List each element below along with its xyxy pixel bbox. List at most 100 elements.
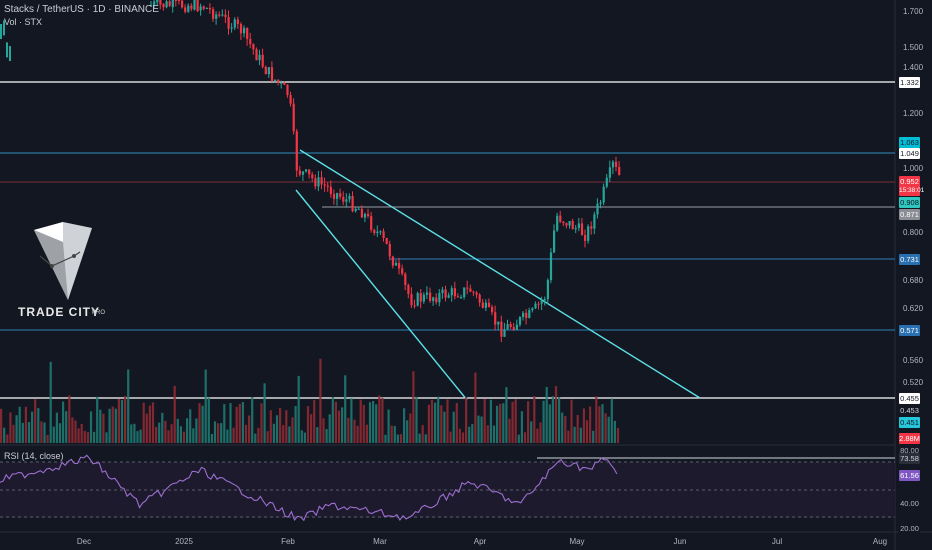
candle-body	[531, 308, 534, 311]
candle-body	[410, 293, 413, 306]
volume-bar	[331, 397, 334, 443]
candle-body	[308, 169, 311, 175]
volume-bar	[164, 420, 167, 443]
volume-bar	[607, 416, 610, 443]
price-badge: 0.871	[899, 209, 920, 220]
volume-bar	[601, 404, 604, 443]
candle-body	[215, 14, 218, 19]
upper-trendline	[299, 149, 701, 399]
candle-body	[522, 312, 525, 317]
volume-bar	[415, 396, 418, 443]
volume-bar	[446, 399, 449, 443]
volume-bar	[505, 387, 508, 443]
candle-body	[323, 184, 326, 186]
volume-bar	[461, 432, 465, 443]
candle-body	[168, 1, 171, 6]
volume-bar	[393, 426, 396, 443]
volume-bar	[548, 404, 551, 443]
volume-bar	[341, 407, 344, 443]
time-axis-label: Jul	[772, 537, 782, 546]
volume-bar	[353, 419, 356, 443]
volume-bar	[465, 397, 468, 443]
candle-body	[394, 262, 398, 266]
candle-body	[184, 7, 187, 12]
candle-body	[587, 226, 590, 241]
candle-body	[171, 0, 174, 8]
volume-bar	[403, 408, 406, 443]
candle-body	[481, 302, 484, 308]
candle-body	[159, 0, 162, 5]
candle-body	[444, 289, 447, 298]
volume-bar	[365, 424, 368, 443]
volume-bar	[6, 434, 9, 443]
price-badge: 1.063	[899, 137, 920, 148]
time-axis-label: Feb	[281, 537, 295, 546]
volume-bar	[241, 402, 244, 443]
volume-bar	[492, 425, 496, 443]
volume-bar	[15, 415, 18, 443]
volume-bar	[384, 434, 387, 443]
candle-body	[546, 280, 549, 300]
volume-bar	[496, 405, 499, 443]
volume-bar	[421, 425, 424, 443]
volume-bar	[117, 398, 120, 443]
volume-bar	[595, 396, 598, 443]
volume-bar	[313, 400, 316, 443]
volume-bar	[474, 372, 477, 443]
volume-bar	[161, 412, 164, 443]
volume-bar	[130, 424, 133, 443]
candle-body	[565, 223, 568, 226]
volume-bar	[217, 423, 220, 443]
candle-body	[494, 312, 497, 325]
volume-bar	[282, 425, 285, 443]
candle-body	[212, 9, 215, 19]
candle-body	[429, 292, 432, 301]
candle-body	[556, 215, 559, 231]
candle-body	[230, 27, 233, 29]
candle-body	[590, 226, 593, 229]
volume-bar	[471, 424, 474, 443]
volume-bar	[344, 375, 347, 443]
volume-bar	[347, 417, 350, 443]
volume-bar	[337, 410, 341, 443]
candle-body	[478, 294, 481, 303]
volume-bar	[269, 410, 272, 443]
volume-bar	[573, 426, 576, 443]
candle-body	[401, 268, 404, 274]
price-badge: 0.571	[899, 325, 920, 336]
volume-bar	[334, 401, 337, 443]
volume-bar	[31, 411, 34, 443]
candle-body	[518, 316, 522, 325]
volume-bar	[207, 397, 210, 443]
volume-bar	[399, 434, 403, 443]
volume-bar	[536, 428, 539, 443]
candle-body	[407, 285, 410, 294]
volume-bar	[220, 423, 223, 443]
volume-bar	[483, 398, 486, 443]
candle-body	[270, 67, 274, 82]
candle-body	[190, 5, 193, 9]
volume-bar	[62, 401, 65, 443]
candle-body	[571, 220, 574, 230]
volume-bar	[49, 361, 52, 443]
candle-body	[329, 186, 332, 194]
volume-bar	[210, 434, 213, 443]
candle-body	[9, 46, 11, 62]
time-axis-label: Jun	[674, 537, 687, 546]
volume-bar	[372, 400, 375, 443]
volume-bar	[514, 399, 517, 443]
volume-bar	[434, 402, 437, 443]
volume-bar	[244, 424, 248, 443]
volume-bar	[424, 434, 427, 443]
candle-body	[233, 19, 236, 28]
candle-body	[277, 79, 280, 83]
candle-body	[370, 216, 373, 230]
volume-bar	[443, 411, 446, 443]
volume-bar	[133, 423, 136, 443]
volume-bar	[114, 408, 117, 443]
volume-bar	[232, 427, 235, 443]
candle-body	[608, 167, 611, 178]
volume-bar	[173, 385, 176, 443]
price-axis-label: 1.000	[903, 164, 924, 173]
